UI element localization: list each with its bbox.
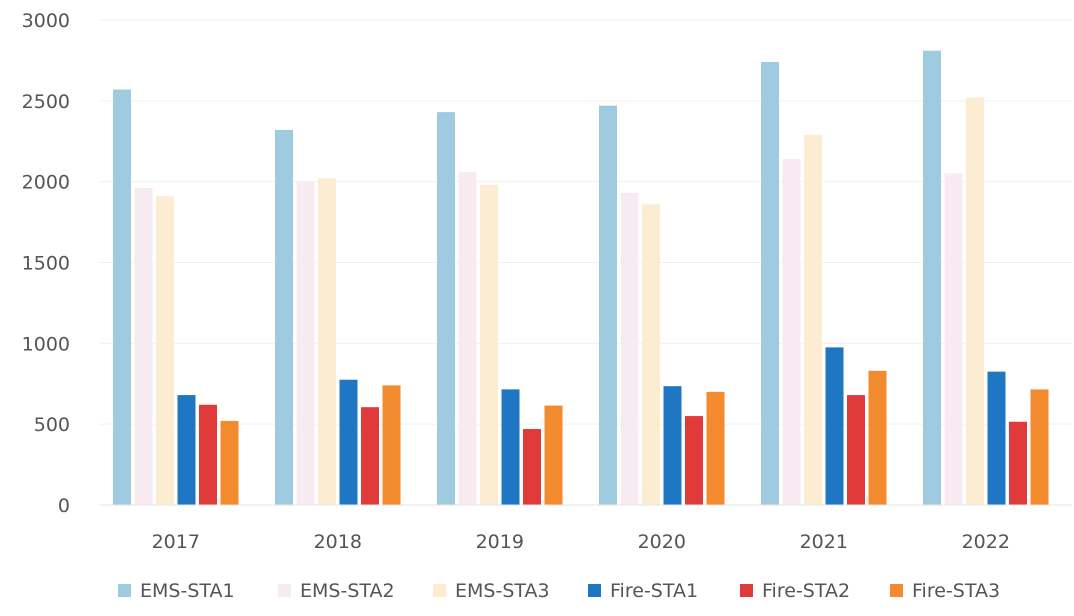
legend-label-ems-sta3: EMS-STA3: [455, 580, 550, 602]
bar-fire-sta1-2020: [663, 386, 682, 505]
bar-fire-sta3-2020: [706, 391, 725, 505]
bar-ems-sta2-2021: [782, 159, 801, 506]
bar-fire-sta2-2017: [199, 404, 217, 505]
y-axis: 0 500 1000 1500 2000 2500 3000: [22, 10, 70, 517]
bar-ems-sta2-2020: [620, 192, 639, 505]
legend-label-fire-sta3: Fire-STA3: [912, 580, 1000, 602]
bar-ems-sta3-2021: [804, 134, 822, 506]
legend-swatch-fire-sta3: [890, 584, 903, 597]
legend-label-fire-sta2: Fire-STA2: [762, 580, 850, 602]
y-tick-label: 3000: [22, 10, 70, 32]
y-tick-label: 1500: [22, 253, 70, 275]
legend-swatch-fire-sta2: [740, 584, 753, 597]
bar-ems-sta3-2018: [318, 178, 336, 505]
x-tick-label: 2018: [314, 531, 362, 553]
legend-label-ems-sta2: EMS-STA2: [300, 580, 395, 602]
x-tick-label: 2020: [638, 531, 686, 553]
y-tick-label: 0: [58, 495, 70, 517]
legend-label-ems-sta1: EMS-STA1: [140, 580, 235, 602]
bar-ems-sta3-2020: [642, 204, 660, 506]
bar-ems-sta3-2022: [966, 97, 984, 505]
bar-fire-sta2-2021: [847, 395, 865, 505]
y-tick-label: 1000: [22, 333, 70, 355]
bar-ems-sta1-2019: [437, 112, 455, 506]
bar-fire-sta3-2022: [1030, 389, 1049, 505]
bar-fire-sta2-2018: [361, 407, 379, 505]
x-tick-label: 2019: [476, 531, 524, 553]
x-tick-label: 2021: [800, 531, 848, 553]
legend-swatch-ems-sta1: [118, 584, 131, 597]
bar-fire-sta2-2020: [685, 416, 703, 505]
bar-ems-sta2-2022: [944, 173, 963, 506]
bar-ems-sta3-2019: [480, 184, 498, 505]
bar-fire-sta2-2022: [1009, 421, 1027, 505]
bar-ems-sta1-2018: [275, 129, 293, 505]
bar-ems-sta1-2017: [113, 89, 131, 506]
bar-fire-sta1-2021: [825, 347, 844, 505]
bar-ems-sta1-2022: [923, 50, 941, 505]
bar-ems-sta2-2018: [296, 181, 315, 505]
x-tick-label: 2022: [962, 531, 1010, 553]
x-tick-label: 2017: [152, 531, 200, 553]
bar-fire-sta3-2018: [382, 385, 401, 505]
bar-fire-sta3-2021: [868, 370, 887, 505]
bar-fire-sta3-2019: [544, 405, 563, 505]
bar-fire-sta3-2017: [220, 420, 239, 505]
bar-fire-sta1-2017: [177, 395, 196, 505]
legend-swatch-ems-sta2: [278, 584, 291, 597]
legend-label-fire-sta1: Fire-STA1: [610, 580, 698, 602]
y-tick-label: 500: [34, 414, 70, 436]
y-tick-label: 2500: [22, 91, 70, 113]
x-axis: 2017 2018 2019 2020 2021 2022: [100, 504, 1072, 553]
bars: [113, 50, 1049, 506]
legend-swatch-ems-sta3: [433, 584, 446, 597]
legend-swatch-fire-sta1: [588, 584, 601, 597]
bar-ems-sta3-2017: [156, 196, 174, 505]
bar-ems-sta2-2019: [458, 171, 477, 505]
bar-fire-sta1-2019: [501, 389, 520, 505]
y-tick-label: 2000: [22, 172, 70, 194]
bar-ems-sta1-2020: [599, 105, 617, 505]
bar-fire-sta2-2019: [523, 429, 541, 505]
legend: EMS-STA1 EMS-STA2 EMS-STA3 Fire-STA1 Fire-ST…: [118, 580, 1000, 602]
bar-fire-sta1-2018: [339, 379, 358, 505]
bar-ems-sta2-2017: [134, 188, 153, 505]
gridlines: [100, 19, 1072, 425]
bar-fire-sta1-2022: [987, 371, 1006, 505]
bar-ems-sta1-2021: [761, 62, 779, 506]
